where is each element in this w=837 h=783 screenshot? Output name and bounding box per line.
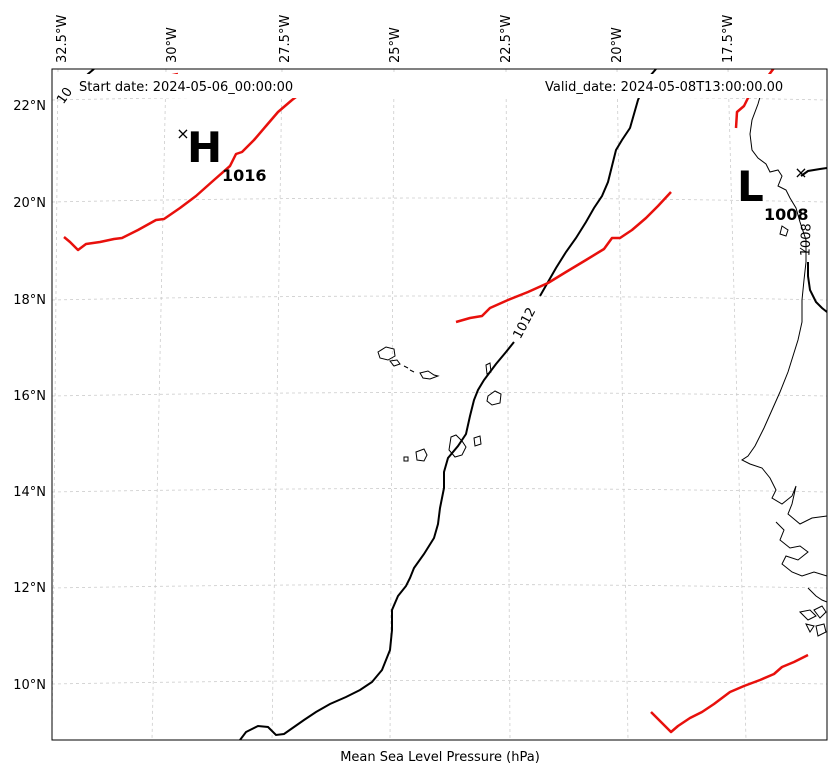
contour-label-1008: 1008	[798, 223, 814, 257]
plot-area	[52, 69, 827, 740]
front-south	[650, 653, 809, 734]
low-pressure-center: × L 1008	[737, 162, 809, 224]
lon-label: 25°W	[388, 27, 403, 63]
lat-label: 20°N	[13, 196, 46, 211]
africa-coastline	[741, 89, 827, 637]
lat-label: 22°N	[13, 99, 46, 114]
lon-label: 17.5°W	[721, 15, 736, 63]
isobar-1012	[239, 341, 515, 740]
low-value: 1008	[764, 205, 809, 224]
front-nw	[63, 93, 301, 252]
valid-date-label: Valid_date: 2024-05-08T13:00:00.00	[545, 80, 783, 95]
lat-label: 12°N	[13, 581, 46, 596]
high-pressure-center: × H 1016	[176, 123, 266, 185]
isobar-1008-east	[800, 167, 827, 177]
lon-label: 30°W	[165, 27, 180, 63]
lon-label: 22.5°W	[499, 15, 514, 63]
lon-label: 20°W	[610, 27, 625, 63]
lat-label: 10°N	[13, 678, 46, 693]
high-letter: H	[187, 123, 222, 172]
map-title: Mean Sea Level Pressure (hPa)	[340, 750, 540, 765]
lon-label: 32.5°W	[55, 15, 70, 63]
front-central	[455, 191, 672, 324]
plot-frame	[51, 68, 828, 741]
lat-label: 18°N	[13, 293, 46, 308]
lat-label: 14°N	[13, 485, 46, 500]
low-marker-icon: ×	[794, 163, 807, 182]
header-bg	[56, 74, 827, 98]
high-marker-icon: ×	[176, 124, 189, 143]
isobar-1008	[807, 262, 827, 313]
lon-label: 27.5°W	[278, 15, 293, 63]
low-letter: L	[737, 162, 764, 211]
lon-labels: 32.5°W 30°W 27.5°W 25°W 22.5°W 20°W 17.5…	[55, 15, 736, 63]
high-value: 1016	[222, 166, 267, 185]
lat-labels: 22°N 20°N 18°N 16°N 14°N 12°N 10°N	[13, 99, 46, 693]
gridlines	[52, 69, 827, 740]
lat-label: 16°N	[13, 389, 46, 404]
start-date-label: Start date: 2024-05-06_00:00:00	[79, 80, 293, 95]
